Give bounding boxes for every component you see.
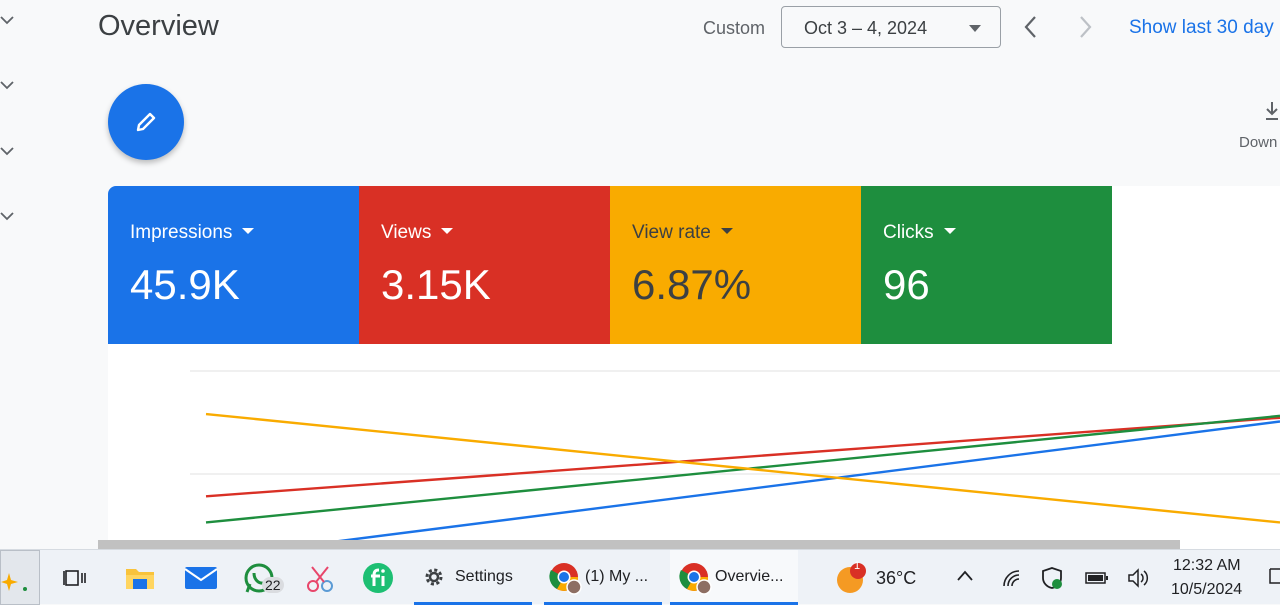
date-range-select[interactable]: Oct 3 – 4, 2024: [781, 6, 1001, 48]
series-line: [205, 412, 1280, 524]
folder-icon: [126, 569, 154, 589]
chevron-up-icon: [957, 570, 973, 581]
network-button[interactable]: [996, 550, 1026, 605]
settings-taskbar-button[interactable]: Settings: [414, 550, 532, 605]
mail-button[interactable]: [180, 550, 222, 605]
taskbar-item-label: Overvie...: [715, 568, 784, 585]
notification-badge: 22: [262, 577, 284, 593]
page-title: Overview: [98, 10, 219, 42]
date-range-type-label: Custom: [703, 18, 766, 38]
whatsapp-button[interactable]: 22: [240, 550, 290, 605]
metric-tile[interactable]: View rate 6.87%: [610, 186, 861, 344]
download-icon[interactable]: [1264, 100, 1280, 122]
show-hidden-icons-button[interactable]: [950, 550, 980, 605]
security-button[interactable]: [1036, 550, 1066, 605]
metric-label[interactable]: Clicks: [883, 222, 956, 244]
file-explorer-button[interactable]: [120, 550, 160, 605]
download-button[interactable]: Down: [1239, 134, 1278, 151]
taskbar-item-label: (1) My ...: [585, 568, 649, 585]
notifications-button[interactable]: [1264, 550, 1280, 605]
series-line: [212, 420, 1280, 556]
metric-label[interactable]: View rate: [632, 222, 733, 244]
previous-period-button[interactable]: [1019, 13, 1043, 41]
next-period-button[interactable]: [1073, 13, 1097, 41]
edit-button[interactable]: [108, 84, 184, 160]
weather-widget[interactable]: 1 36°C: [830, 550, 920, 605]
windows-taskbar: 22 Settings (1) My ...: [0, 549, 1280, 605]
metric-tile[interactable]: Clicks 96: [861, 186, 1112, 344]
dropdown-caret-icon: [969, 25, 981, 32]
series-line: [205, 416, 1280, 498]
metrics-line-chart: [190, 370, 1280, 556]
metric-label[interactable]: Impressions: [130, 222, 255, 244]
notification-icon: [1269, 568, 1280, 584]
copilot-button[interactable]: [0, 550, 40, 605]
wifi-icon: [1003, 570, 1020, 587]
expand-chevron-icon[interactable]: [0, 144, 14, 158]
sparkle-icon: [1, 573, 27, 591]
date-range-value: Oct 3 – 4, 2024: [804, 18, 928, 38]
metric-tile[interactable]: Impressions 45.9K: [108, 186, 359, 344]
gear-icon: [425, 568, 443, 586]
chevron-left-icon: [1024, 16, 1036, 38]
chevron-right-icon: [1080, 16, 1092, 38]
horizontal-scrollbar[interactable]: [98, 540, 1180, 549]
weather-sun-icon: [837, 563, 866, 593]
expand-chevron-icon[interactable]: [0, 13, 14, 27]
taskbar-item-label: Settings: [455, 568, 513, 585]
dropdown-caret-icon: [720, 227, 733, 234]
pencil-icon: [136, 112, 156, 132]
metrics-card: Impressions 45.9K Views 3.15K View rate 6.87%…: [108, 186, 1280, 556]
expand-chevron-icon[interactable]: [0, 78, 14, 92]
chrome-icon: [679, 563, 712, 595]
chrome-icon: [549, 563, 582, 595]
metric-label[interactable]: Views: [381, 222, 454, 244]
task-view-button[interactable]: [58, 550, 92, 605]
chrome-window-button[interactable]: Overvie...: [670, 550, 798, 605]
battery-button[interactable]: [1082, 550, 1112, 605]
dropdown-caret-icon: [943, 227, 956, 234]
scissors-icon: [307, 566, 333, 592]
temperature-label: 36°C: [876, 568, 917, 588]
clock-time: 12:32 AM: [1173, 557, 1241, 574]
clock-button[interactable]: 12:32 AM 10/5/2024: [1164, 550, 1256, 605]
volume-button[interactable]: [1124, 550, 1154, 605]
metric-value: 3.15K: [381, 261, 491, 308]
task-view-icon: [63, 570, 86, 586]
metric-tile[interactable]: Views 3.15K: [359, 186, 610, 344]
metric-value: 96: [883, 261, 930, 308]
expand-chevron-icon[interactable]: [0, 209, 14, 223]
metric-value: 6.87%: [632, 261, 752, 308]
fiverr-button[interactable]: [358, 550, 398, 605]
dropdown-caret-icon: [242, 227, 255, 234]
speaker-icon: [1128, 568, 1149, 588]
shield-icon: [1042, 567, 1062, 589]
snipping-tool-button[interactable]: [300, 550, 340, 605]
dropdown-caret-icon: [441, 227, 454, 234]
chrome-window-button[interactable]: (1) My ...: [544, 550, 662, 605]
metric-value: 45.9K: [130, 261, 240, 308]
battery-icon: [1085, 572, 1108, 584]
fiverr-icon: [363, 563, 393, 593]
clock-date: 10/5/2024: [1171, 581, 1243, 598]
weather-alert-badge: 1: [854, 560, 861, 572]
show-last-30-days-link[interactable]: Show last 30 day: [1129, 17, 1274, 38]
mail-icon: [184, 567, 218, 589]
